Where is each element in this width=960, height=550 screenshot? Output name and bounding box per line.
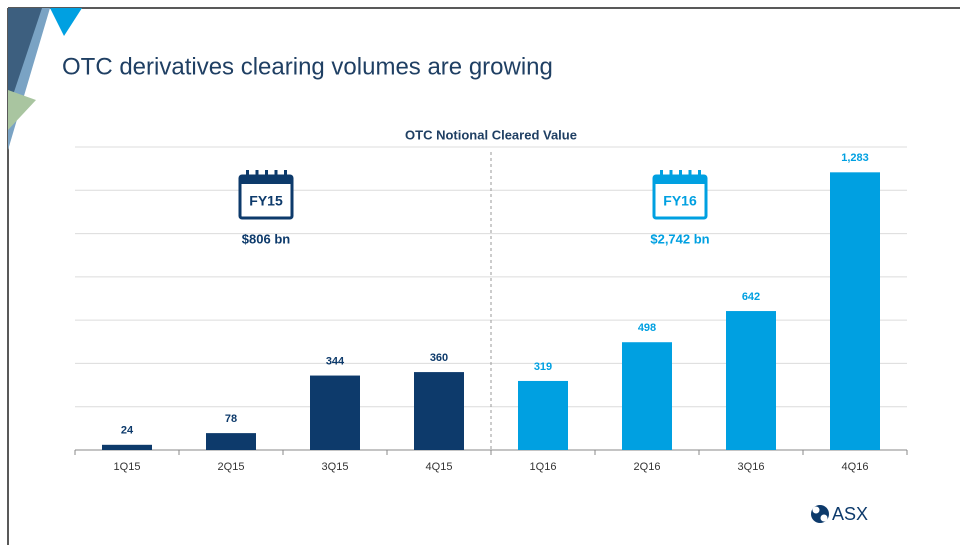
data-label: 1,283: [841, 152, 869, 164]
chart-title: OTC Notional Cleared Value: [405, 127, 577, 142]
bar: [414, 372, 464, 450]
logo: ASX: [811, 504, 868, 524]
calendar-icon: [274, 170, 278, 178]
bar: [726, 311, 776, 450]
data-label: 498: [638, 322, 656, 334]
calendar-icon: [284, 170, 287, 178]
bar: [206, 433, 256, 450]
data-label: 78: [225, 413, 237, 425]
annotation-subtext: $2,742 bn: [650, 231, 709, 246]
x-tick-label: 1Q15: [114, 461, 141, 473]
annotation-label: FY16: [663, 193, 697, 209]
logo-icon: [820, 514, 828, 522]
bar: [830, 172, 880, 450]
x-tick-label: 4Q15: [426, 461, 453, 473]
calendar-icon: [669, 170, 673, 178]
bar: [310, 375, 360, 450]
calendar-icon: [246, 170, 249, 178]
chart: OTC Notional Cleared Value 1Q15 24 2Q15 78 3…: [74, 127, 908, 473]
calendar-icon: [660, 170, 663, 178]
bar: [102, 444, 152, 450]
decor: [8, 90, 36, 130]
bar: [518, 380, 568, 450]
annotation-subtext: $806 bn: [242, 231, 290, 246]
calendar-icon: [679, 170, 682, 178]
calendar-icon: [688, 170, 692, 178]
data-label: 319: [534, 361, 552, 373]
x-tick-label: 2Q15: [218, 461, 245, 473]
calendar-icon: [240, 176, 292, 184]
data-label: 344: [326, 355, 345, 367]
calendar-icon: [698, 170, 701, 178]
logo-text: ASX: [832, 504, 868, 524]
slide-title: OTC derivatives clearing volumes are gro…: [62, 53, 553, 80]
x-tick-label: 3Q15: [322, 461, 349, 473]
data-label: 360: [430, 352, 448, 364]
decor: [8, 8, 42, 110]
calendar-icon: [654, 176, 706, 184]
bar: [622, 342, 672, 450]
data-label: 24: [121, 425, 134, 437]
calendar-icon: [265, 170, 268, 178]
annotation-label: FY15: [249, 193, 283, 209]
calendar-icon: [255, 170, 259, 178]
data-label: 642: [742, 291, 760, 303]
x-tick-label: 2Q16: [634, 461, 661, 473]
x-tick-label: 4Q16: [842, 461, 869, 473]
x-tick-label: 3Q16: [738, 461, 765, 473]
logo-icon: [812, 506, 820, 514]
decor: [50, 8, 82, 36]
x-tick-label: 1Q16: [530, 461, 557, 473]
